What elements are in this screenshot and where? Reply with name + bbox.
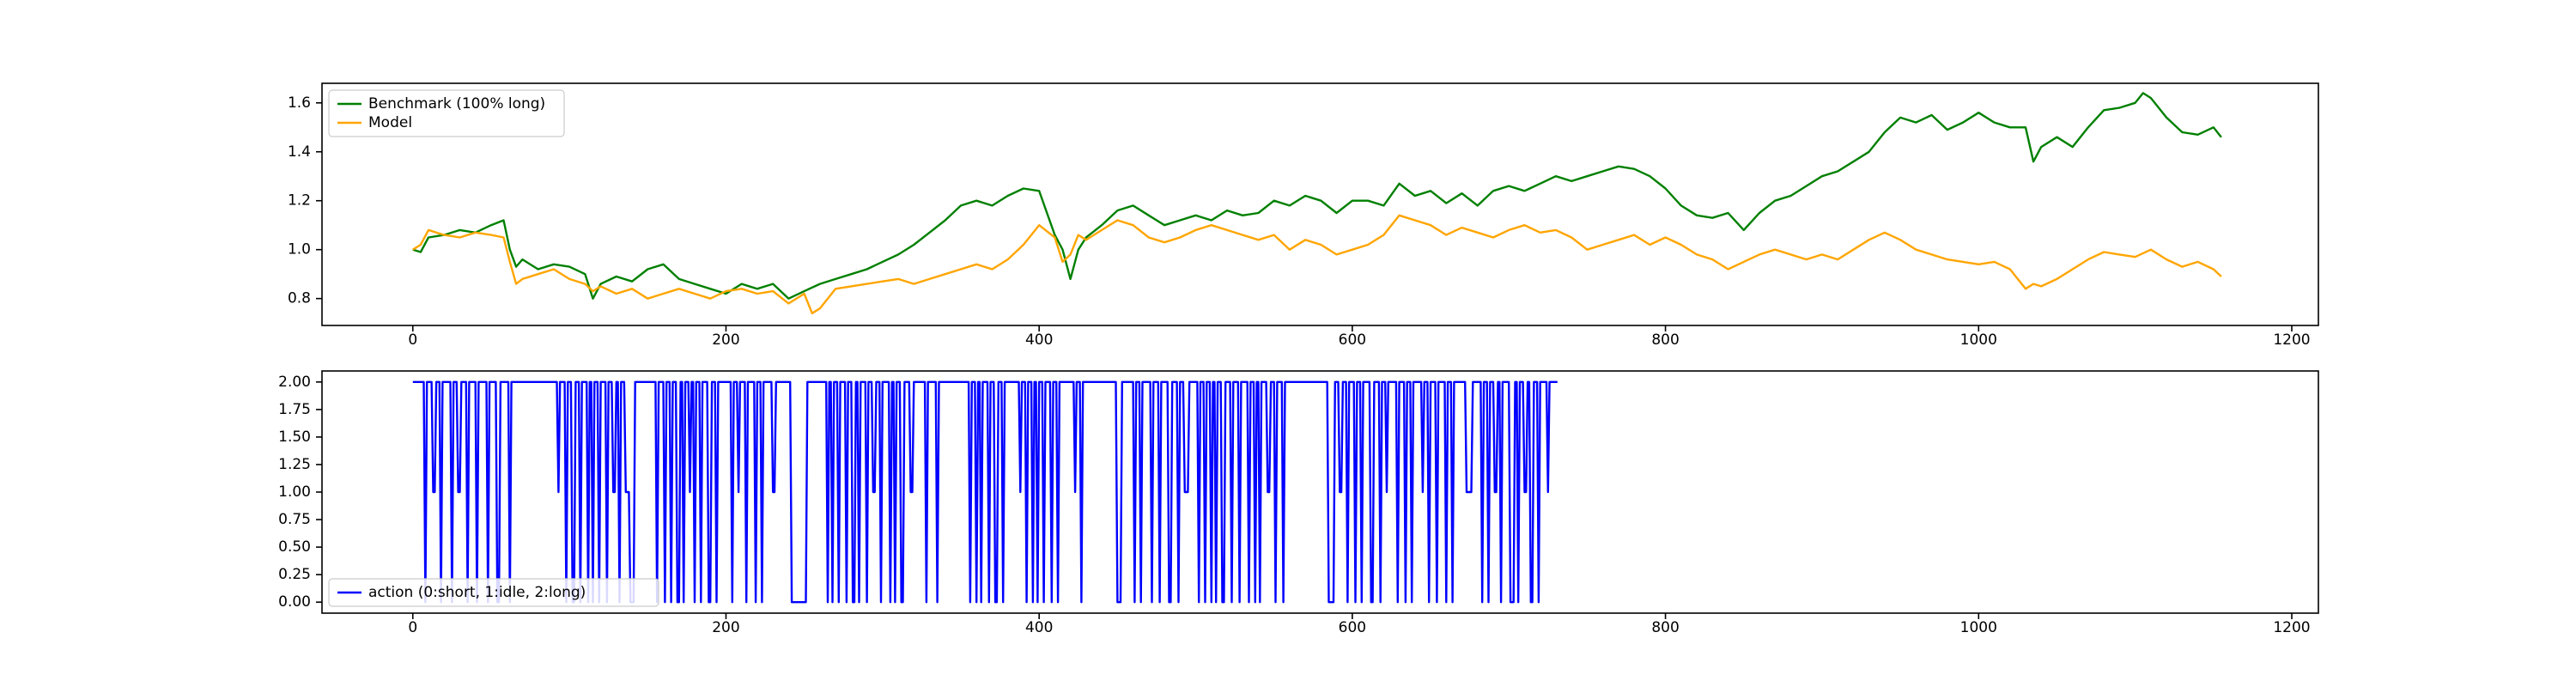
- x-tick-label: 800: [1651, 331, 1679, 349]
- y-tick-label: 0.50: [278, 538, 311, 556]
- y-tick-label: 1.00: [278, 483, 311, 501]
- series-line-benchmark-100-long: [412, 92, 2222, 300]
- y-tick-label: 2.00: [278, 374, 311, 391]
- x-tick-label: 1000: [1960, 619, 1997, 636]
- y-tick-label: 1.4: [288, 143, 311, 161]
- y-tick-label: 1.25: [278, 456, 311, 473]
- x-tick-label: 1200: [2273, 619, 2310, 636]
- y-tick-label: 1.50: [278, 429, 311, 446]
- x-tick-label: 800: [1651, 619, 1679, 636]
- y-tick-label: 0.75: [278, 511, 311, 528]
- x-tick-label: 0: [408, 619, 417, 636]
- x-tick-label: 1200: [2273, 331, 2310, 349]
- action-x-axis: 0 200 400 600 800 1000 1200: [408, 613, 2311, 636]
- legend-box: [328, 89, 565, 137]
- action-y-axis: 0.00 0.25 0.50 0.75 1.00 1.25 1.50 1.75 2.00: [278, 374, 322, 611]
- series-line-model: [412, 214, 2222, 314]
- benchmark-model-legend: Benchmark (100% long) Model: [328, 89, 565, 137]
- y-tick-label: 1.2: [288, 192, 311, 210]
- series-line-action-0-short-1-idle-2-long: [412, 380, 1558, 604]
- y-tick-label: 0.8: [288, 290, 311, 307]
- x-tick-label: 400: [1025, 619, 1053, 636]
- x-tick-label: 200: [712, 331, 739, 349]
- x-tick-label: 200: [712, 619, 739, 636]
- legend-label: action (0:short, 1:idle, 2:long): [368, 584, 586, 601]
- legend-label: Model: [368, 114, 412, 131]
- benchmark-model-plot-area: [412, 92, 2222, 314]
- action-chart: 0.00 0.25 0.50 0.75 1.00 1.25 1.50 1.75 2.00 0 20…: [278, 370, 2319, 636]
- x-tick-label: 400: [1025, 331, 1053, 349]
- x-tick-label: 600: [1339, 331, 1366, 349]
- benchmark-model-axes-frame: [321, 82, 2319, 326]
- legend-label: Benchmark (100% long): [368, 95, 545, 112]
- x-tick-label: 0: [408, 331, 417, 349]
- y-tick-label: 0.25: [278, 566, 311, 583]
- x-tick-label: 600: [1339, 619, 1366, 636]
- benchmark-model-y-axis: 0.8 1.0 1.2 1.4 1.6: [288, 94, 322, 307]
- x-tick-label: 1000: [1960, 331, 1997, 349]
- y-tick-label: 1.0: [288, 241, 311, 258]
- action-plot-area: [412, 380, 1558, 604]
- benchmark-model-x-axis: 0 200 400 600 800 1000 1200: [408, 325, 2311, 349]
- y-tick-label: 0.00: [278, 593, 311, 611]
- benchmark-model-chart: 0.8 1.0 1.2 1.4 1.6 0 200 400 600 800 1000 1200 Be…: [288, 82, 2319, 349]
- y-tick-label: 1.75: [278, 401, 311, 418]
- legend-box: [328, 578, 659, 607]
- action-legend: action (0:short, 1:idle, 2:long): [328, 578, 659, 607]
- y-tick-label: 1.6: [288, 94, 311, 112]
